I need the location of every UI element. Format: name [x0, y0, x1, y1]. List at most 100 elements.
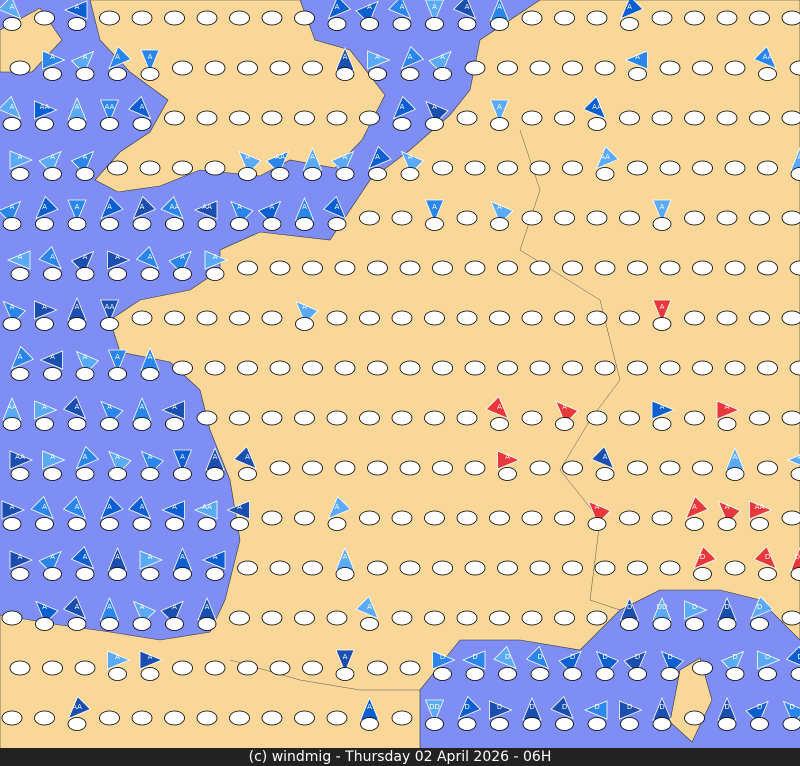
wind-arrow: AA — [749, 500, 773, 520]
wind-triangle — [583, 700, 608, 720]
calm-marker — [302, 560, 323, 576]
calm-marker — [108, 367, 127, 381]
wind-symbol: A — [10, 103, 15, 111]
calm-marker — [131, 310, 153, 326]
wind-arrow: D — [660, 650, 685, 675]
wind-arrow: D — [757, 650, 781, 670]
calm-marker — [367, 460, 388, 476]
wind-triangle — [172, 449, 193, 474]
wind-triangle — [34, 100, 58, 120]
wind-triangle — [355, 0, 379, 25]
wind-symbol: A — [660, 403, 665, 411]
wind-arrow: A — [226, 500, 250, 520]
wind-symbol: A — [213, 253, 218, 261]
calm-marker — [594, 360, 616, 376]
calm-marker — [302, 60, 323, 76]
wind-symbol: A — [245, 153, 250, 161]
calm-marker — [757, 360, 778, 376]
wind-arrow: D — [432, 650, 456, 670]
wind-symbol: A — [75, 203, 80, 211]
calm-marker — [490, 17, 509, 31]
wind-arrow: A — [651, 400, 676, 420]
wind-arrow: AA — [582, 95, 607, 120]
calm-marker — [391, 310, 413, 326]
calm-marker — [497, 360, 518, 376]
wind-arrow: AA — [753, 45, 777, 70]
calm-marker — [326, 410, 348, 426]
wind-symbol: A — [180, 553, 185, 561]
calm-marker — [196, 110, 218, 126]
calm-marker — [132, 417, 152, 431]
wind-triangle — [108, 45, 132, 70]
calm-marker — [781, 510, 800, 526]
calm-marker — [627, 260, 648, 276]
calm-marker — [43, 467, 62, 481]
calm-marker — [392, 117, 412, 131]
wind-triangle — [428, 50, 452, 75]
calm-marker — [457, 717, 477, 731]
wind-symbol: A — [302, 303, 307, 311]
wind-symbol: A — [375, 53, 380, 61]
wind-symbol: D — [627, 703, 632, 711]
calm-marker — [131, 10, 153, 26]
wind-symbol: AA — [72, 703, 82, 711]
calm-marker — [456, 210, 478, 226]
wind-arrow: A — [9, 150, 34, 170]
wind-symbol: AA — [755, 503, 765, 511]
wind-symbol: A — [497, 103, 502, 111]
wind-triangle — [425, 100, 449, 125]
wind-triangle — [135, 245, 160, 270]
wind-triangle — [753, 45, 777, 70]
wind-symbol: A — [432, 3, 437, 11]
wind-symbol: AA — [15, 453, 25, 461]
wind-triangle — [139, 550, 164, 570]
wind-triangle — [193, 200, 218, 220]
calm-marker — [555, 717, 574, 731]
wind-triangle — [100, 495, 124, 520]
calm-marker — [302, 260, 323, 276]
calm-marker — [164, 10, 185, 26]
wind-triangle — [782, 700, 800, 725]
wind-symbol: A — [75, 603, 80, 611]
wind-symbol: A — [107, 403, 112, 411]
wind-arrow: A — [790, 146, 800, 171]
calm-marker — [627, 360, 648, 376]
wind-arrow: A — [108, 45, 132, 70]
wind-triangle — [660, 650, 685, 675]
calm-marker — [99, 10, 120, 26]
wind-symbol: D — [765, 553, 770, 561]
calm-marker — [562, 60, 583, 76]
wind-arrow: A — [127, 495, 152, 520]
calm-marker — [464, 160, 486, 176]
calm-marker — [489, 310, 510, 326]
wind-symbol: A — [75, 303, 80, 311]
calm-marker — [334, 360, 356, 376]
calm-marker — [238, 167, 257, 181]
calm-marker — [716, 310, 738, 326]
wind-triangle — [330, 150, 355, 175]
wind-triangle — [107, 250, 131, 270]
wind-arrow: A — [485, 395, 509, 420]
wind-symbol: A — [635, 53, 640, 61]
wind-symbol: A — [725, 503, 730, 511]
wind-symbol: A — [42, 603, 47, 611]
wind-symbol: A — [595, 503, 600, 511]
wind-arrow: D — [493, 645, 517, 670]
wind-arrow: A — [295, 300, 319, 325]
wind-symbol: A — [10, 303, 15, 311]
calm-marker — [140, 667, 160, 681]
calm-marker — [724, 260, 746, 276]
wind-triangle — [132, 195, 157, 220]
wind-symbol: A — [107, 603, 112, 611]
wind-symbol: A — [83, 153, 88, 161]
wind-triangle — [555, 400, 579, 425]
wind-triangle — [160, 600, 184, 625]
wind-arrow: A — [367, 50, 391, 70]
calm-marker — [628, 67, 647, 81]
wind-symbol: A — [172, 503, 177, 511]
calm-marker — [302, 360, 323, 376]
calm-marker — [335, 667, 355, 681]
calm-marker — [716, 10, 738, 26]
wind-arrow: A — [330, 150, 355, 175]
